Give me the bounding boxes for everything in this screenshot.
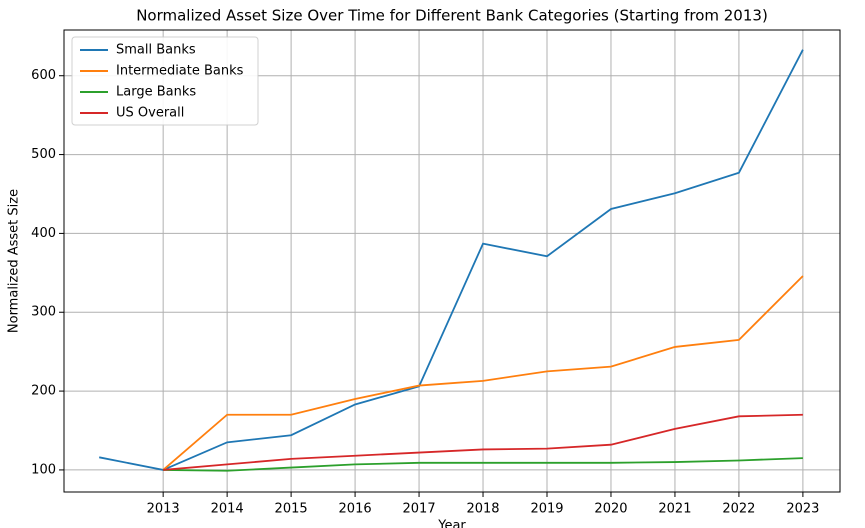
x-tick-label: 2022 (722, 502, 755, 517)
plot-frame (63, 29, 841, 493)
line (163, 457, 803, 472)
x-tick-label: 2020 (594, 502, 627, 517)
line (99, 49, 804, 471)
legend-label: Small Banks (116, 43, 196, 58)
line (163, 413, 803, 471)
y-tick-label: 500 (31, 147, 56, 162)
x-tick-label: 2021 (658, 502, 691, 517)
chart-title: Normalized Asset Size Over Time for Diff… (136, 7, 768, 25)
line (162, 275, 804, 471)
x-tick-label: 2014 (211, 502, 244, 517)
legend-box (71, 36, 259, 126)
y-tick-label: 200 (31, 384, 56, 399)
y-tick-label: 600 (31, 68, 56, 83)
legend: Small Banks Intermediate Banks Large Banks… (71, 36, 259, 126)
x-tick-label: 2015 (275, 502, 308, 517)
legend-label: Intermediate Banks (116, 64, 244, 79)
x-tick-label: 2018 (466, 502, 499, 517)
y-tick-label: 100 (31, 462, 56, 477)
x-tick-label: 2016 (339, 502, 372, 517)
y-tick-label: 400 (31, 226, 56, 241)
x-axis-label: Year (437, 519, 466, 528)
y-axis-label: Normalized Asset Size (7, 189, 22, 333)
legend-label: US Overall (116, 106, 184, 121)
y-tick-label: 300 (31, 305, 56, 320)
x-tick-label: 2019 (530, 502, 563, 517)
x-tick-label: 2023 (786, 502, 819, 517)
legend-label: Large Banks (116, 85, 196, 100)
x-tick-label: 2013 (147, 502, 180, 517)
x-tick-label: 2017 (403, 502, 436, 517)
